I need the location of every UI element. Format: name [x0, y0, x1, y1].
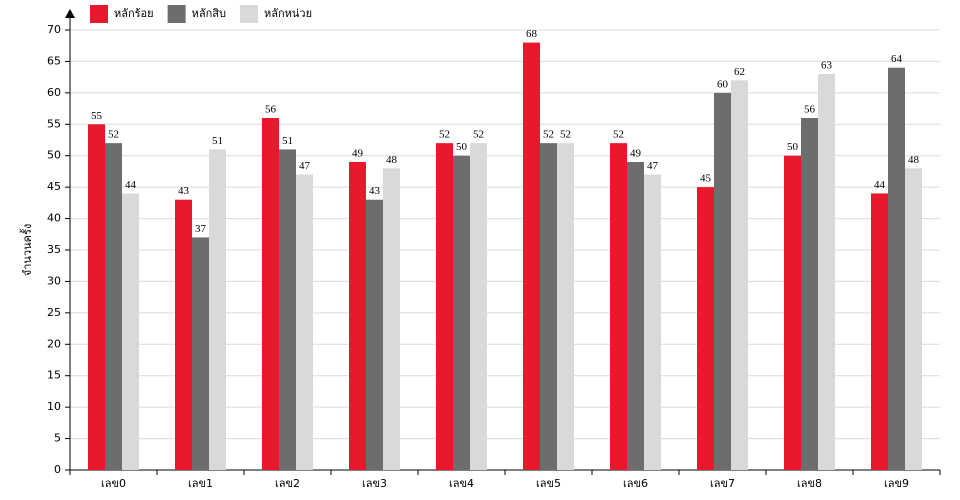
value-label: 44: [125, 179, 137, 191]
y-tick-label: 20: [47, 337, 61, 350]
bar: [888, 67, 905, 470]
y-tick-label: 70: [47, 23, 61, 36]
bar: [627, 162, 644, 470]
value-label: 64: [891, 53, 903, 65]
value-label: 43: [369, 185, 381, 197]
x-tick-label: เลข9: [884, 477, 909, 490]
y-tick-label: 40: [47, 212, 61, 225]
value-label: 49: [352, 148, 364, 160]
bar: [731, 80, 748, 471]
bar: [105, 143, 122, 470]
value-label: 44: [874, 179, 886, 191]
y-tick-label: 60: [47, 86, 61, 99]
y-tick-label: 5: [54, 432, 61, 445]
value-label: 45: [700, 173, 712, 185]
value-label: 49: [630, 148, 642, 160]
bar: [122, 193, 139, 470]
x-tick-label: เลข6: [623, 477, 648, 490]
value-label: 68: [526, 28, 538, 40]
bar: [557, 143, 574, 470]
value-label: 52: [108, 129, 119, 141]
y-tick-label: 50: [47, 149, 61, 162]
y-tick-label: 55: [47, 117, 61, 130]
bar: [540, 143, 557, 470]
value-label: 56: [804, 104, 816, 116]
x-tick-label: เลข4: [449, 477, 474, 490]
bar: [871, 193, 888, 470]
value-label: 55: [91, 110, 103, 122]
bar: [383, 168, 400, 471]
y-tick-label: 30: [47, 274, 61, 287]
y-axis-title: จำนวนครั้ง: [19, 224, 34, 276]
y-tick-label: 0: [54, 463, 61, 476]
y-axis-arrow: [65, 9, 75, 18]
bar: [209, 149, 226, 470]
y-tick-label: 15: [47, 369, 61, 382]
value-label: 52: [560, 129, 571, 141]
x-tick-label: เลข1: [188, 477, 213, 490]
value-label: 48: [908, 154, 920, 166]
bar: [349, 162, 366, 470]
y-tick-label: 65: [47, 54, 61, 67]
bar: [818, 74, 835, 470]
bar: [175, 199, 192, 470]
bar: [644, 174, 661, 471]
legend-label: หลักสิบ: [192, 7, 226, 20]
x-tick-label: เลข7: [710, 477, 735, 490]
legend-label: หลักร้อย: [114, 7, 154, 20]
bar: [697, 187, 714, 470]
y-tick-label: 45: [47, 180, 61, 193]
y-tick-label: 25: [47, 306, 61, 319]
bar: [610, 143, 627, 470]
value-label: 43: [178, 185, 190, 197]
value-label: 37: [195, 223, 207, 235]
value-label: 52: [613, 129, 624, 141]
value-label: 51: [282, 135, 293, 147]
bar: [279, 149, 296, 470]
legend-swatch: [239, 5, 258, 23]
legend-swatch: [167, 5, 186, 23]
bar: [296, 174, 313, 471]
bar: [784, 155, 801, 470]
y-tick-label: 35: [47, 243, 61, 256]
bar: [470, 143, 487, 470]
bar: [88, 124, 105, 471]
value-label: 60: [717, 78, 729, 90]
bar: [192, 237, 209, 470]
value-label: 63: [821, 60, 833, 72]
value-label: 52: [543, 129, 554, 141]
bar: [905, 168, 922, 471]
value-label: 47: [647, 160, 659, 172]
value-label: 50: [456, 141, 468, 153]
value-label: 52: [439, 129, 450, 141]
bar: [453, 155, 470, 470]
legend-label: หลักหน่วย: [264, 7, 312, 20]
value-label: 48: [386, 154, 398, 166]
x-tick-label: เลข0: [101, 477, 126, 490]
value-label: 47: [299, 160, 311, 172]
x-tick-label: เลข3: [362, 477, 387, 490]
legend-swatch: [90, 5, 108, 23]
value-label: 52: [473, 129, 484, 141]
value-label: 51: [212, 135, 223, 147]
value-label: 50: [787, 141, 799, 153]
bar: [523, 42, 540, 470]
x-tick-label: เลข5: [536, 477, 561, 490]
bar: [801, 118, 818, 470]
bar: [714, 92, 731, 470]
bar: [262, 118, 279, 470]
bar: [436, 143, 453, 470]
value-label: 62: [734, 66, 745, 78]
x-tick-label: เลข2: [275, 477, 300, 490]
bar: [366, 199, 383, 470]
y-tick-label: 10: [47, 400, 61, 413]
value-label: 56: [265, 104, 277, 116]
x-tick-label: เลข8: [797, 477, 822, 490]
